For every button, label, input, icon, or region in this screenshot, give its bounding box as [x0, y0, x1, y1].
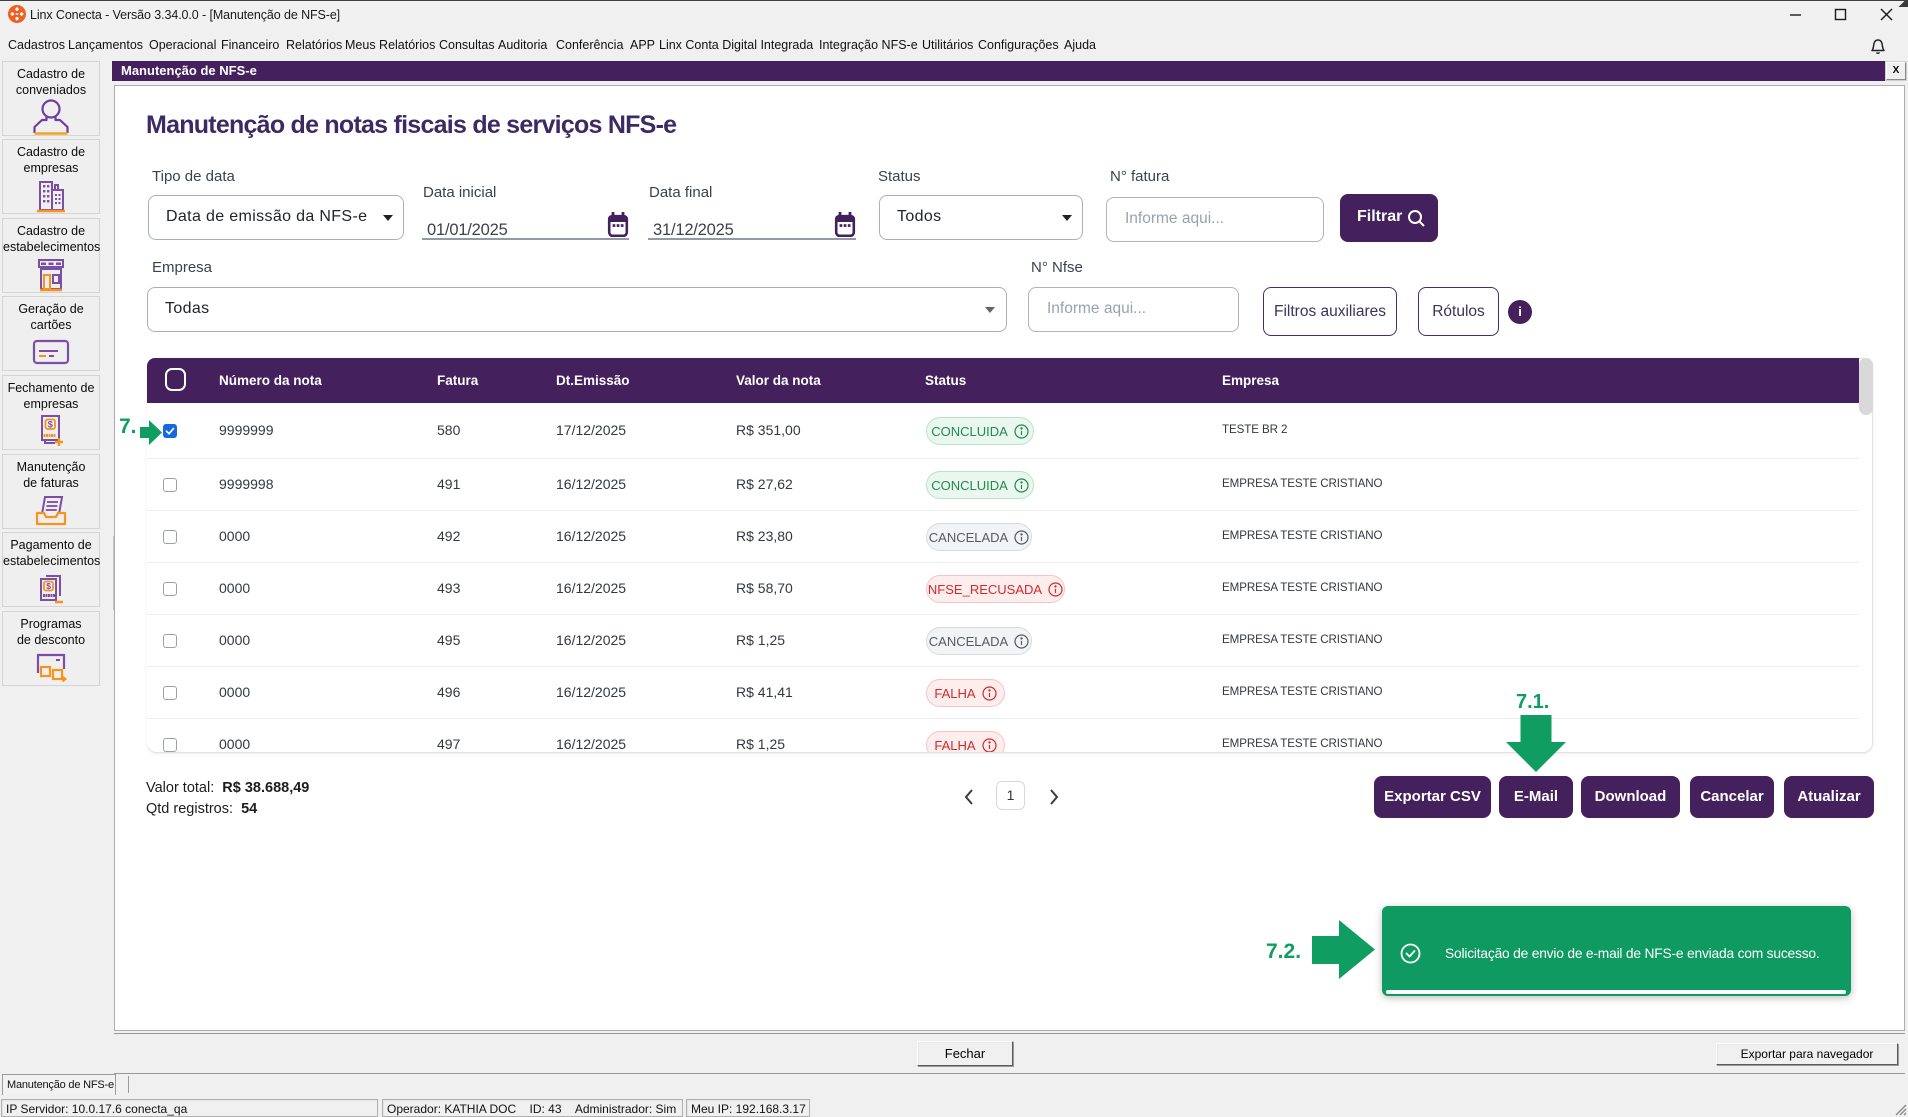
- svg-text:$: $: [48, 419, 53, 429]
- svg-text:$: $: [46, 581, 51, 591]
